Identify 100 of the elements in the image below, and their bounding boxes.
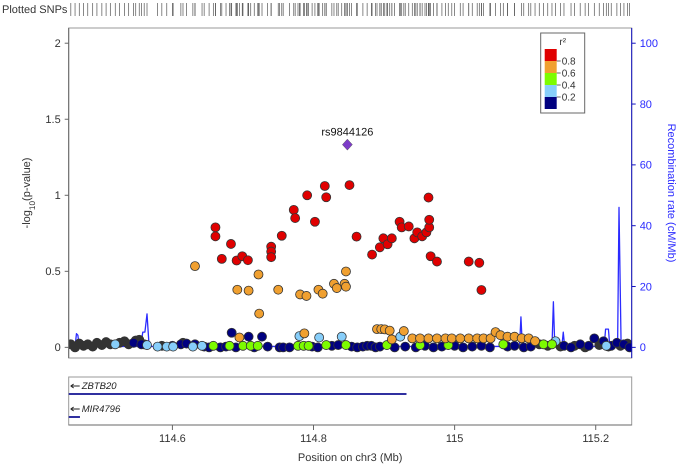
point [254, 308, 264, 318]
x-tick-label: 115.2 [582, 433, 610, 445]
point [320, 181, 330, 191]
point [589, 333, 600, 344]
legend-label: 0.2 [562, 92, 576, 104]
y-tick-label: 1.5 [45, 114, 61, 126]
point [290, 213, 300, 223]
point [367, 250, 377, 260]
point [257, 332, 267, 342]
x-tick-label: 115 [446, 433, 464, 445]
point [428, 342, 438, 352]
point [601, 340, 612, 351]
point [530, 336, 540, 346]
legend-title: r² [559, 37, 567, 48]
y2-tick-label: 20 [640, 281, 652, 294]
y-tick-label: 2 [54, 38, 61, 50]
point [476, 285, 486, 295]
point [321, 340, 332, 350]
point [386, 233, 397, 244]
y-tick-label: 0.5 [45, 266, 61, 278]
point [254, 270, 264, 280]
point [341, 282, 351, 292]
annotation: rs9844126 [321, 126, 374, 139]
point [314, 332, 324, 342]
point [400, 342, 410, 352]
point [415, 333, 425, 344]
point [398, 326, 409, 336]
point [224, 340, 234, 351]
point [244, 286, 254, 296]
y2-axis-title: Recombination rate (cM/Mb) [665, 124, 676, 262]
legend-label: 0.6 [562, 68, 576, 80]
point [486, 333, 496, 344]
point [342, 138, 353, 150]
text: ZBTB20 [80, 381, 118, 392]
y-tick-label: 0 [54, 342, 61, 354]
point [152, 342, 162, 352]
point [332, 283, 342, 293]
point [276, 230, 287, 241]
point [190, 261, 200, 272]
x-tick-label: 114.6 [159, 433, 186, 445]
point [142, 340, 152, 350]
y2-tick-label: 80 [640, 98, 652, 111]
point [321, 192, 332, 202]
y-tick-label: 1 [54, 190, 61, 202]
point [252, 340, 263, 351]
point [352, 232, 362, 242]
point [455, 333, 466, 344]
y2-tick-label: 0 [640, 342, 646, 354]
point [424, 192, 434, 202]
point [304, 340, 314, 351]
point [226, 239, 236, 249]
point [432, 333, 442, 344]
point [458, 342, 468, 352]
x-axis-title: Position on chr3 (Mb) [298, 452, 402, 464]
point [498, 339, 508, 350]
x-tick-label: 114.8 [300, 433, 327, 445]
point [426, 251, 436, 262]
point [188, 342, 198, 352]
point [464, 256, 474, 266]
legend-label: 0.8 [562, 56, 576, 68]
point [344, 180, 354, 190]
point [374, 242, 385, 252]
point [288, 204, 299, 215]
point [432, 256, 442, 266]
point [110, 339, 120, 350]
point [208, 340, 218, 351]
point [538, 339, 548, 350]
point [341, 340, 351, 350]
point [232, 284, 242, 295]
point [273, 284, 284, 295]
point [312, 342, 323, 352]
y2-tick-label: 60 [640, 160, 652, 172]
point [566, 342, 576, 352]
point [510, 340, 520, 351]
point [197, 340, 207, 351]
point [336, 332, 347, 342]
point [404, 222, 414, 232]
point [244, 332, 254, 342]
point [484, 342, 495, 352]
point [302, 291, 312, 301]
point [384, 326, 395, 336]
text: Plotted SNPs [2, 4, 68, 16]
point [302, 190, 312, 200]
point [243, 255, 253, 266]
point [234, 332, 244, 342]
point [424, 214, 434, 225]
point [262, 342, 273, 352]
point [216, 254, 227, 264]
point [128, 338, 139, 348]
point [386, 334, 397, 344]
y2-tick-label: 40 [640, 220, 652, 233]
point [210, 222, 220, 232]
point [464, 333, 474, 344]
point [226, 328, 237, 338]
point [575, 339, 586, 350]
y2-tick-label: 100 [640, 38, 658, 50]
legend-label: 0.4 [562, 80, 576, 92]
point [547, 339, 557, 350]
point [266, 252, 276, 262]
point [299, 328, 310, 338]
